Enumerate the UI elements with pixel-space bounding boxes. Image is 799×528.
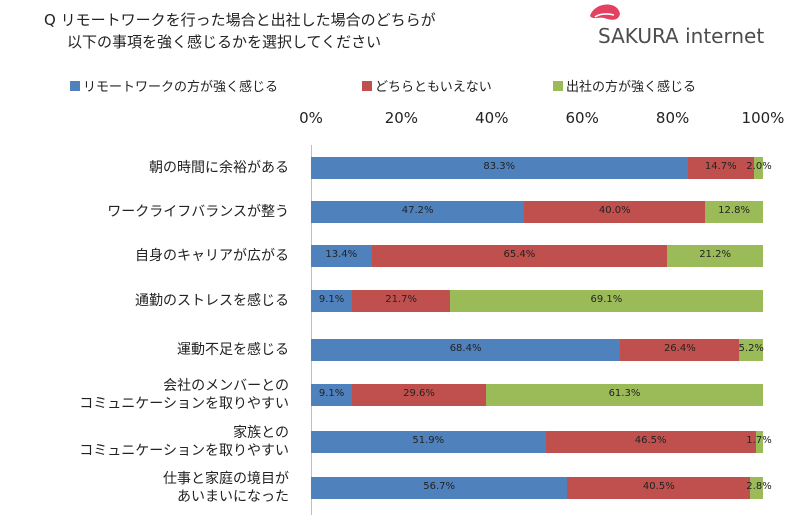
x-tick-label: 80% [655, 109, 690, 127]
data-label-neutral: 65.4% [503, 249, 536, 260]
chart-title: Q リモートワークを行った場合と出社した場合のどちらが 以下の事項を強く感じるか… [44, 9, 436, 53]
data-label-remote: 13.4% [325, 249, 358, 260]
data-label-remote: 83.3% [483, 161, 516, 172]
category-label: 家族とのコミュニケーションを取りやすい [79, 424, 289, 460]
category-label: ワークライフバランスが整う [107, 203, 289, 221]
category-label: 仕事と家庭の境目があいまいになった [163, 470, 289, 506]
category-label: 自身のキャリアが広がる [135, 247, 289, 265]
data-label-neutral: 40.0% [598, 205, 631, 216]
data-label-remote: 51.9% [412, 435, 445, 446]
data-label-remote: 9.1% [318, 388, 345, 399]
data-label-office: 5.2% [738, 343, 764, 354]
data-label-neutral: 29.6% [403, 388, 435, 399]
category-label-line: 朝の時間に余裕がある [149, 160, 289, 176]
x-tick-label: 100% [741, 109, 785, 127]
data-label-remote: 68.4% [449, 343, 482, 354]
sakura-internet-logo [566, 0, 791, 58]
legend-swatch-office [553, 80, 563, 91]
bar-segment-neutral [352, 384, 486, 406]
legend-swatch-neutral [362, 80, 372, 91]
data-label-neutral: 46.5% [634, 435, 667, 446]
bar-segment-remote [311, 384, 353, 406]
data-label-office: 2.0% [746, 161, 772, 172]
bar-row: 47.2% 40.0% 12.8% [311, 201, 763, 223]
bar-segment-remote [311, 339, 621, 361]
legend-item-neutral: どちらともいえない [362, 76, 492, 95]
bar-segment-neutral [524, 201, 706, 223]
bar-segment-remote [311, 245, 372, 267]
category-label-line: 自身のキャリアが広がる [135, 248, 289, 264]
data-label-remote: 9.1% [318, 294, 345, 305]
x-tick-label: 0% [299, 109, 323, 127]
x-tick-label: 40% [475, 109, 509, 127]
legend-item-remote: リモートワークの方が強く感じる [70, 76, 278, 95]
bar-row: 68.4% 26.4% 5.2% [311, 339, 764, 361]
data-label-neutral: 26.4% [663, 343, 696, 354]
bar-row: 9.1% 21.7% 69.1% [311, 290, 763, 312]
bar-segment-remote [311, 157, 688, 179]
data-label-office: 12.8% [718, 205, 750, 216]
bar-segment-office [485, 384, 763, 406]
bar-segment-remote [311, 290, 353, 312]
bar-segment-neutral [352, 290, 451, 312]
data-label-office: 1.7% [746, 435, 772, 446]
bar-segment-neutral [371, 245, 668, 267]
category-label-line: 家族との [233, 425, 289, 441]
bar-row: 56.7% 40.5% 2.8% [311, 477, 772, 499]
sakura-cherry-icon [590, 4, 620, 20]
data-label-neutral: 40.5% [642, 481, 675, 492]
x-tick-label: 60% [565, 109, 599, 127]
category-label-line: ワークライフバランスが整う [107, 204, 289, 220]
category-label: 朝の時間に余裕がある [149, 159, 289, 177]
legend-label-office: 出社の方が強く感じる [566, 80, 697, 95]
bar-segment-remote [311, 477, 568, 499]
bar-segment-neutral [545, 431, 756, 453]
bar-segment-office [705, 201, 763, 223]
bar-segment-neutral [687, 157, 754, 179]
data-label-office: 61.3% [608, 388, 641, 399]
bar-segment-office [450, 290, 763, 312]
category-label: 通勤のストレスを感じる [135, 292, 289, 310]
bar-segment-neutral [567, 477, 751, 499]
category-label: 運動不足を感じる [177, 341, 289, 359]
logo-text: SAKURA internet [598, 24, 765, 48]
bar-segment-office [753, 157, 763, 179]
legend-label-remote: リモートワークの方が強く感じる [83, 80, 279, 95]
category-label-line: コミュニケーションを取りやすい [79, 443, 289, 459]
category-label-line: 会社のメンバーとの [163, 378, 289, 394]
bar-segment-office [739, 339, 763, 361]
data-label-remote: 56.7% [423, 481, 456, 492]
category-label-line: コミュニケーションを取りやすい [79, 396, 289, 412]
bar-segment-office [667, 245, 763, 267]
bar-segment-office [750, 477, 763, 499]
bar-row: 13.4% 65.4% 21.2% [311, 245, 763, 267]
bar-segment-remote [311, 201, 525, 223]
data-label-office: 2.8% [746, 481, 772, 492]
category-label-line: 運動不足を感じる [177, 342, 289, 358]
legend-swatch-remote [70, 80, 80, 91]
legend: リモートワークの方が強く感じる どちらともいえない 出社の方が強く感じる [0, 76, 799, 96]
data-label-office: 69.1% [590, 294, 623, 305]
category-label-line: あいまいになった [177, 489, 289, 505]
x-tick-label: 20% [384, 109, 419, 127]
title-line-1: Q リモートワークを行った場合と出社した場合のどちらが [44, 11, 436, 29]
bar-row: 51.9% 46.5% 1.7% [311, 431, 772, 453]
bar-segment-remote [311, 431, 546, 453]
y-axis-line [311, 145, 312, 515]
category-label-line: 仕事と家庭の境目が [163, 471, 289, 487]
data-label-neutral: 21.7% [385, 294, 418, 305]
title-line-2: 以下の事項を強く感じるかを選択してください [67, 33, 382, 51]
data-label-neutral: 14.7% [704, 161, 737, 172]
data-label-remote: 47.2% [401, 205, 434, 216]
bar-segment-neutral [620, 339, 740, 361]
category-label-line: 通勤のストレスを感じる [135, 293, 289, 309]
bar-row: 9.1% 29.6% 61.3% [311, 384, 763, 406]
bar-row: 83.3% 14.7% 2.0% [311, 157, 772, 179]
category-label: 会社のメンバーとのコミュニケーションを取りやすい [79, 377, 289, 413]
legend-label-neutral: どちらともいえない [375, 80, 492, 95]
data-label-office: 21.2% [699, 249, 731, 260]
legend-item-office: 出社の方が強く感じる [553, 76, 696, 95]
bar-segment-office [755, 431, 764, 453]
